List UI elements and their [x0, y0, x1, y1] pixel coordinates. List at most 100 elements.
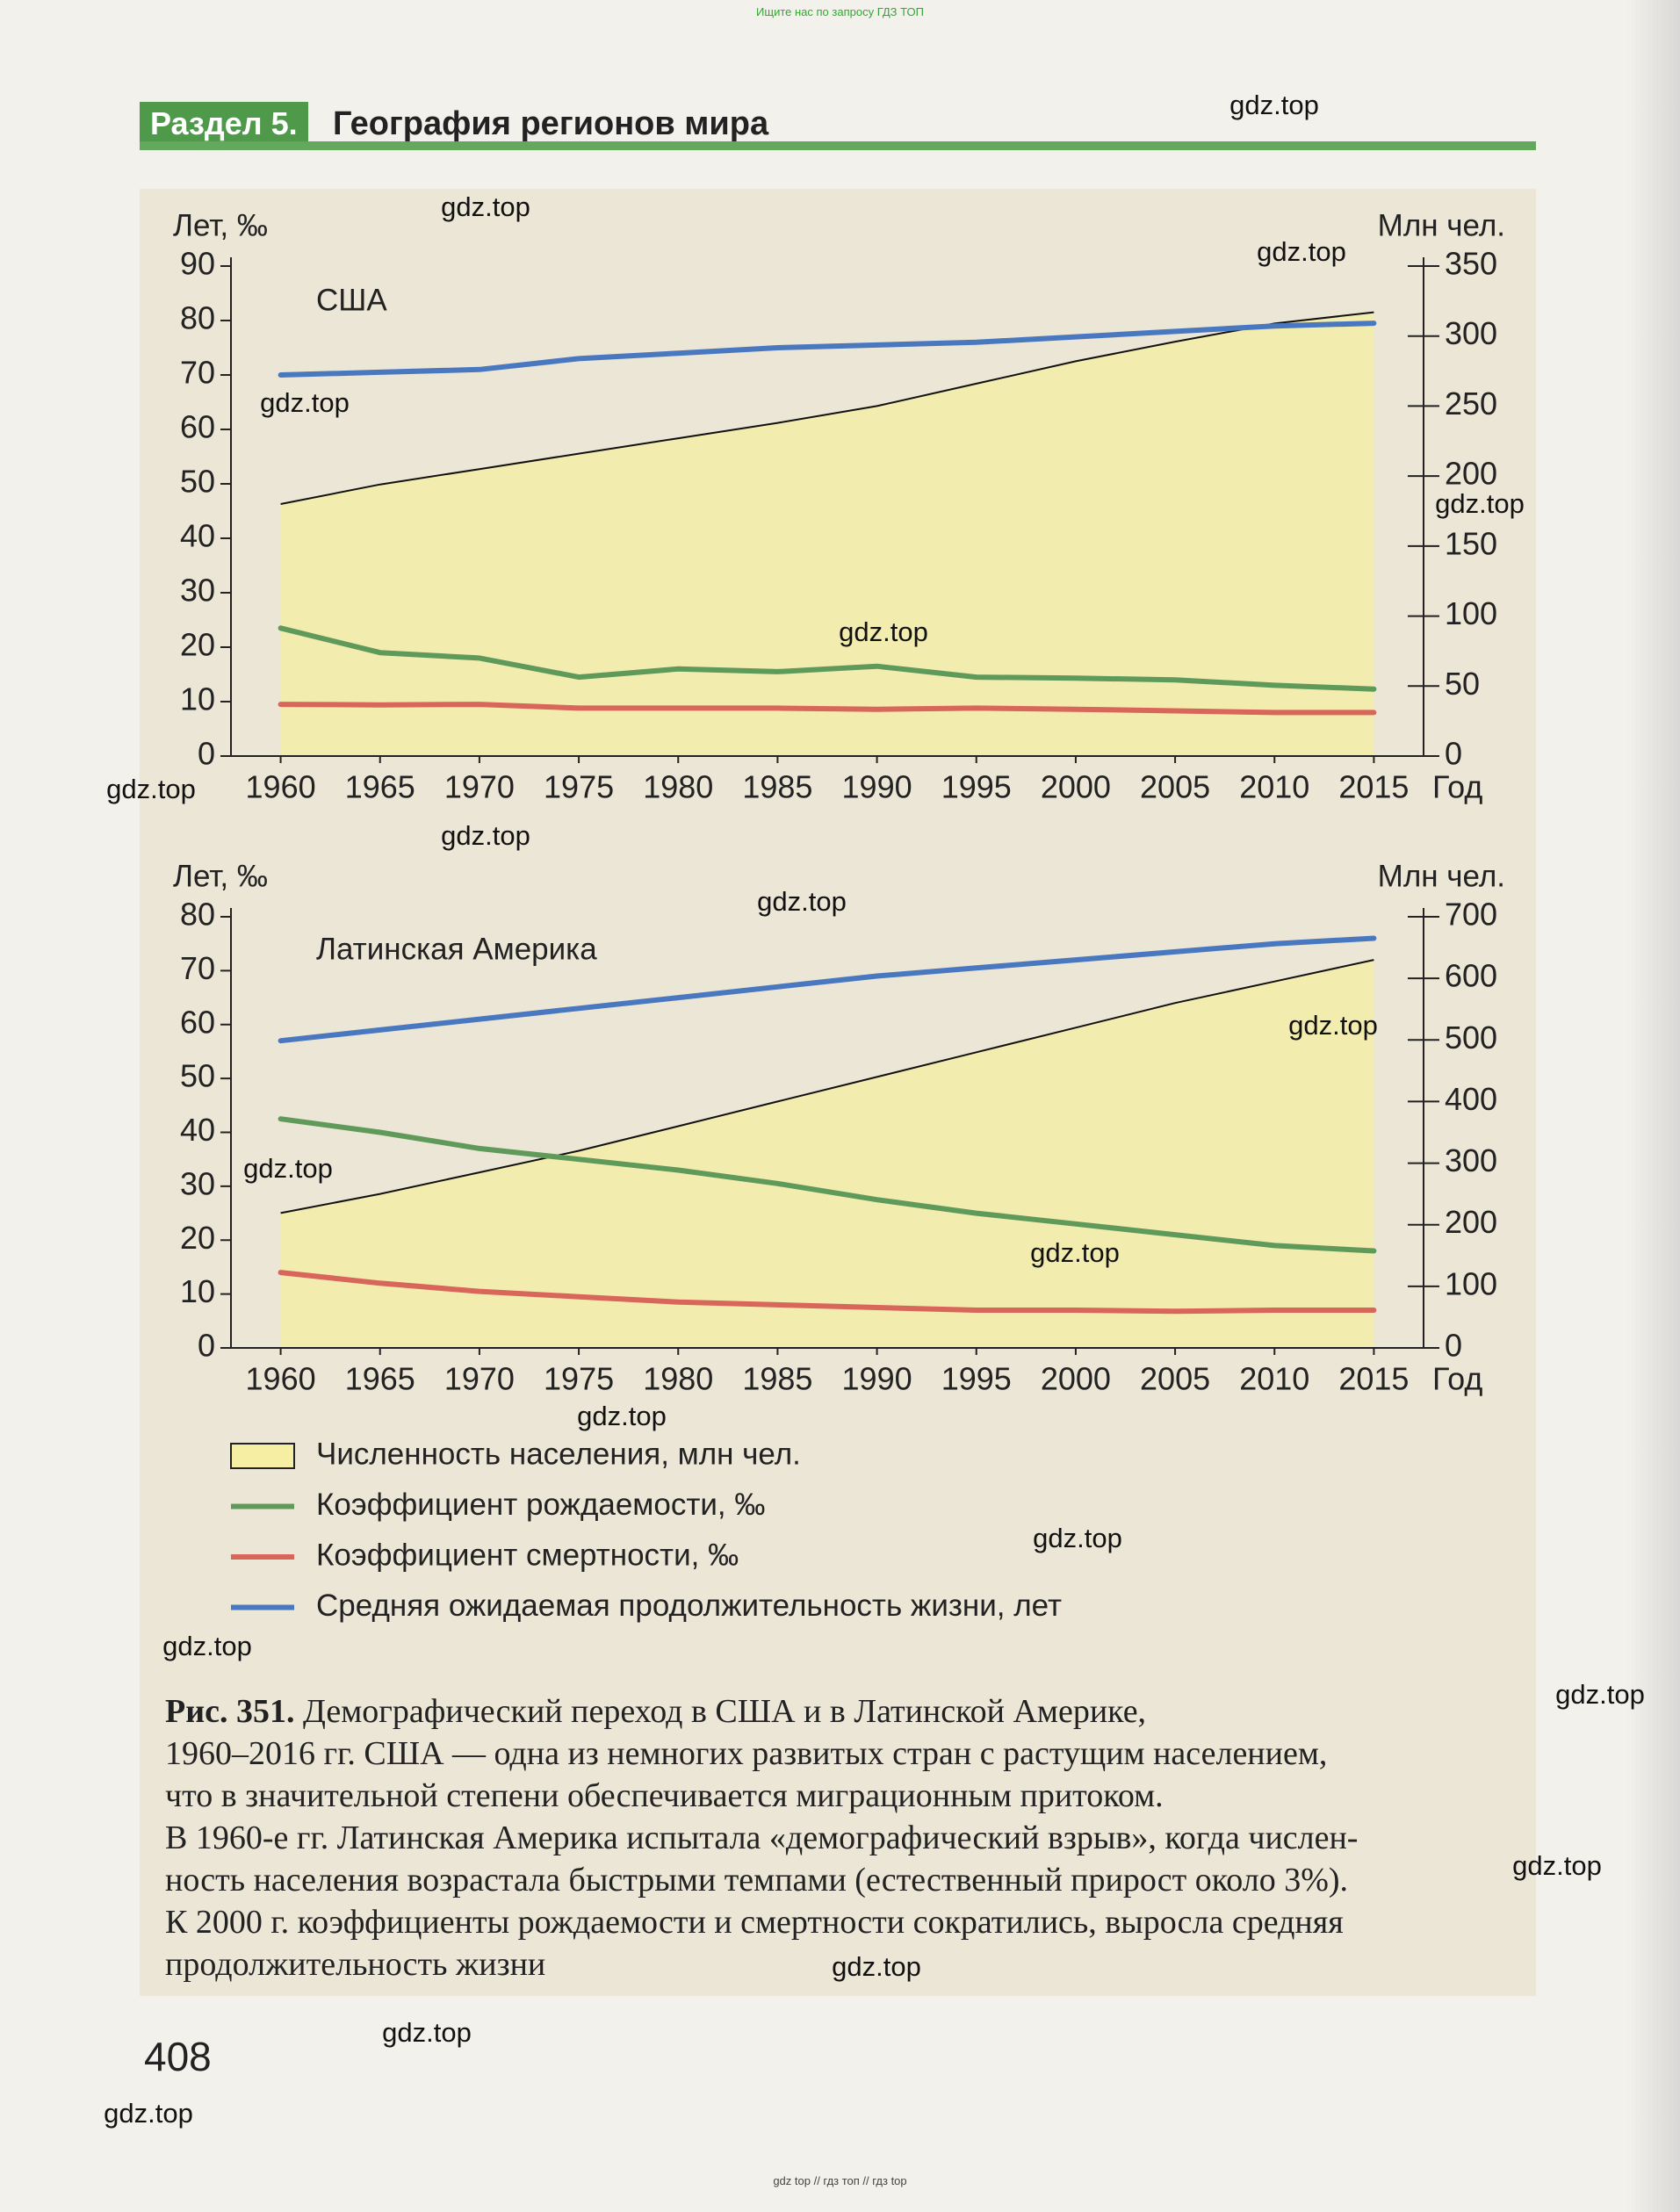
y-tick-label: 30: [180, 573, 215, 609]
scan-edge: [1627, 0, 1680, 2212]
x-tick-label: 1980: [643, 1361, 713, 1397]
caption-text: что в значительной степени обеспечиваетс…: [165, 1777, 1164, 1814]
series-line: [278, 321, 1377, 378]
x-tick-label: 2015: [1338, 1361, 1409, 1397]
y-tick-label: 50: [180, 464, 215, 500]
legend-swatch: [230, 1443, 295, 1469]
caption-line: продолжительность жизни: [165, 1943, 1518, 1985]
y-tick-label: 70: [180, 355, 215, 391]
watermark: gdz.top: [104, 2098, 193, 2129]
section-tag: Раздел 5.: [140, 102, 308, 146]
watermark: gdz.top: [243, 1153, 333, 1184]
y-tick-label: 0: [198, 1328, 215, 1364]
watermark: gdz.top: [577, 1401, 667, 1431]
x-tick-label: 1960: [246, 769, 316, 805]
x-tick-label: 1960: [246, 1361, 316, 1397]
series-line: [278, 702, 1377, 716]
y2-tick-label: 100: [1445, 595, 1497, 631]
x-tick-label: 2015: [1338, 769, 1409, 805]
watermark: gdz.top: [1257, 236, 1346, 267]
watermark: gdz.top: [1512, 1850, 1602, 1881]
y2-tick-label: 300: [1445, 1142, 1497, 1178]
legend-label: Средняя ожидаемая продолжительность жизн…: [316, 1589, 1062, 1623]
x-tick-label: 1995: [941, 1361, 1012, 1397]
y-tick-label: 60: [180, 409, 215, 445]
legend-label: Коэффициент рождаемости, ‰: [316, 1488, 765, 1522]
population-area: [280, 312, 1374, 756]
x-tick-label: 1965: [345, 769, 415, 805]
caption-text: К 2000 г. коэффициенты рождаемости и сме…: [165, 1904, 1344, 1941]
bottom-note: gdz top // гдз топ // гдз top: [773, 2174, 907, 2187]
y-tick-label: 70: [180, 950, 215, 986]
series-line: [278, 1116, 1377, 1254]
watermark: gdz.top: [162, 1631, 252, 1661]
y2-tick-label: 300: [1445, 315, 1497, 351]
y2-axis-label: Млн чел.: [1378, 859, 1505, 893]
caption: Рис. 351. Демографический переход в США …: [165, 1690, 1518, 1985]
y2-tick-label: 200: [1445, 456, 1497, 492]
y2-tick-label: 500: [1445, 1020, 1497, 1056]
y-tick-label: 10: [180, 1273, 215, 1309]
y-tick-label: 80: [180, 300, 215, 336]
population-line: [280, 311, 1374, 505]
y-tick-label: 10: [180, 681, 215, 717]
x-tick-label: 2005: [1140, 1361, 1210, 1397]
y-tick-label: 20: [180, 1220, 215, 1256]
watermark: gdz.top: [1555, 1679, 1645, 1710]
watermark: gdz.top: [106, 774, 196, 804]
y2-tick-label: 100: [1445, 1265, 1497, 1301]
caption-line: К 2000 г. коэффициенты рождаемости и сме…: [165, 1901, 1518, 1943]
caption-label: Рис. 351.: [165, 1693, 295, 1730]
series-line: [278, 625, 1377, 692]
watermark: gdz.top: [1288, 1010, 1378, 1041]
y-tick-label: 50: [180, 1058, 215, 1094]
x-tick-label: 1975: [544, 1361, 614, 1397]
legend-label: Численность населения, млн чел.: [316, 1437, 801, 1471]
y2-tick-label: 0: [1445, 1328, 1462, 1364]
y2-tick-label: 700: [1445, 897, 1497, 933]
y2-tick-label: 400: [1445, 1081, 1497, 1117]
top-note: Ищите нас по запросу ГДЗ ТОП: [756, 5, 924, 18]
y-tick-label: 80: [180, 897, 215, 933]
x-tick-label: 2000: [1041, 1361, 1111, 1397]
section-title: География регионов мира: [333, 105, 769, 142]
watermark: gdz.top: [1033, 1523, 1122, 1553]
x-tick-label: 1970: [444, 1361, 515, 1397]
y2-tick-label: 200: [1445, 1204, 1497, 1240]
y-tick-label: 90: [180, 246, 215, 282]
watermark: gdz.top: [260, 387, 350, 418]
legend-label: Коэффициент смертности, ‰: [316, 1538, 739, 1572]
series-line: [278, 1270, 1377, 1315]
caption-text: Демографический переход в США и в Латинс…: [302, 1693, 1147, 1730]
watermark: gdz.top: [1229, 90, 1319, 120]
population-area: [280, 960, 1374, 1348]
y2-tick-label: 150: [1445, 525, 1497, 561]
watermark: gdz.top: [382, 2017, 472, 2048]
watermark: gdz.top: [839, 616, 928, 647]
watermark: gdz.top: [441, 191, 530, 222]
caption-text: ность населения возрастала быстрыми темп…: [165, 1862, 1349, 1899]
chart-title: США: [316, 283, 387, 317]
x-tick-label: 2010: [1239, 769, 1309, 805]
caption-text: В 1960-е гг. Латинская Америка испытала …: [165, 1819, 1359, 1856]
x-tick-label: 1995: [941, 769, 1012, 805]
caption-text: продолжительность жизни: [165, 1946, 546, 1983]
x-tick-label: 1970: [444, 769, 515, 805]
y2-tick-label: 50: [1445, 666, 1480, 702]
section-rule: [140, 141, 1536, 150]
y2-tick-label: 350: [1445, 246, 1497, 282]
x-tick-label: 1975: [544, 769, 614, 805]
y-tick-label: 40: [180, 518, 215, 554]
watermark: gdz.top: [1030, 1237, 1120, 1268]
y2-tick-label: 600: [1445, 958, 1497, 994]
y-tick-label: 20: [180, 627, 215, 663]
watermark: gdz.top: [832, 1951, 921, 1982]
y2-axis-label: Млн чел.: [1378, 208, 1505, 242]
caption-line: Рис. 351. Демографический переход в США …: [165, 1690, 1518, 1733]
x-axis-label: Год: [1432, 1361, 1482, 1397]
population-line: [280, 959, 1374, 1214]
x-tick-label: 1985: [742, 769, 812, 805]
watermark: gdz.top: [441, 820, 530, 851]
x-tick-label: 2005: [1140, 769, 1210, 805]
